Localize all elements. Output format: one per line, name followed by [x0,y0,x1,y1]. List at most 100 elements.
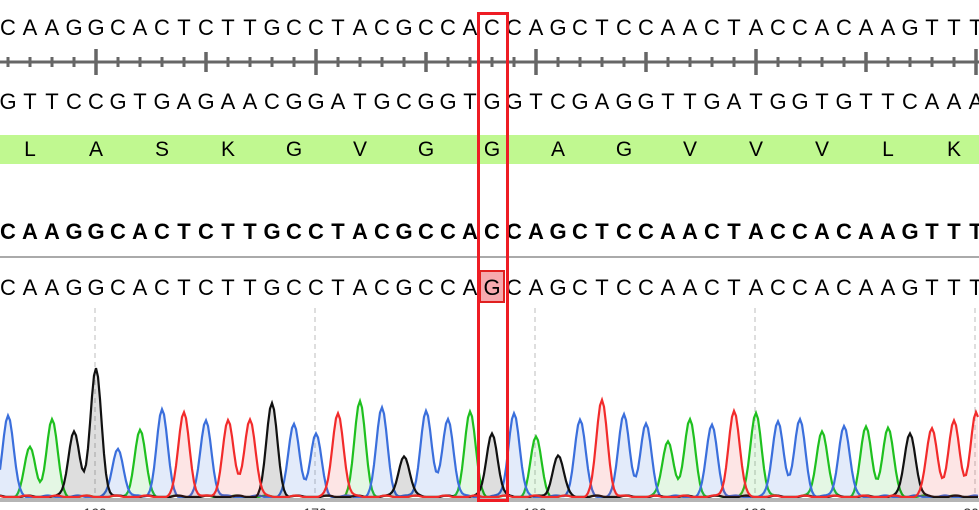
reference-base: T [969,15,979,40]
complement-base: T [859,89,873,114]
consensus-base: G [395,219,413,244]
complement-base: C [88,89,104,114]
reference-base: C [374,15,390,40]
complement-base: G [109,89,127,114]
read-base: T [947,275,961,300]
amino-acid: A [88,138,103,161]
read-base: A [22,275,38,300]
consensus-base: G [65,219,83,244]
complement-base: A [726,89,742,114]
complement-base: A [220,89,236,114]
read-base: A [748,275,764,300]
read-base: C [154,275,170,300]
consensus-base: A [814,219,830,244]
complement-base: C [66,89,82,114]
reference-base: C [770,15,786,40]
complement-base: G [483,89,501,114]
reference-base: G [395,15,413,40]
reference-base: A [814,15,830,40]
read-base: C [506,275,522,300]
amino-acid: A [550,138,565,161]
axis-tick-label: 170 [303,505,327,510]
read-base: T [243,275,257,300]
read-base: C [616,275,632,300]
read-base: C [110,275,126,300]
reference-base: T [331,15,345,40]
consensus-base: C [836,219,852,244]
complement-base: G [637,89,655,114]
reference-base: C [0,15,16,40]
consensus-base: T [727,219,741,244]
read-base: A [660,275,676,300]
amino-acid: K [220,138,235,161]
read-base: A [352,275,368,300]
trace-T [0,396,979,499]
consensus-base: C [792,219,808,244]
consensus-base: T [331,219,345,244]
complement-base: A [924,89,940,114]
read-base: G [901,275,919,300]
read-base: C [198,275,214,300]
reference-base: G [65,15,83,40]
reference-base: A [858,15,874,40]
read-base: A [682,275,698,300]
amino-acid: V [748,138,763,161]
complement-base: A [176,89,192,114]
amino-acid: G [417,138,435,161]
reference-base: C [198,15,214,40]
consensus-base: G [263,219,281,244]
mismatch-highlight[interactable] [479,270,505,303]
consensus-base: C [484,219,500,244]
consensus-base: C [616,219,632,244]
read-base: C [704,275,720,300]
complement-base: G [439,89,457,114]
consensus-base: C [198,219,214,244]
read-base: A [462,275,478,300]
complement-base: C [550,89,566,114]
read-base: G [549,275,567,300]
complement-base: G [571,89,589,114]
amino-acid: V [814,138,829,161]
reference-base: T [595,15,609,40]
trace-fill-T [0,399,979,497]
complement-base: T [45,89,59,114]
reference-base: T [177,15,191,40]
consensus-base: T [177,219,191,244]
reference-base: A [748,15,764,40]
selected-column[interactable] [477,12,509,502]
complement-base: A [946,89,962,114]
complement-base: T [463,89,477,114]
consensus-base: A [682,219,698,244]
consensus-base: T [595,219,609,244]
read-base: T [595,275,609,300]
read-base: C [440,275,456,300]
complement-base: T [661,89,675,114]
complement-base: T [683,89,697,114]
complement-base: C [902,89,918,114]
complement-base: T [529,89,543,114]
complement-base: G [417,89,435,114]
complement-base: G [615,89,633,114]
reference-base: A [528,15,544,40]
complement-base: G [769,89,787,114]
complement-base: G [153,89,171,114]
reference-base: A [132,15,148,40]
consensus-base: C [572,219,588,244]
complement-base: G [505,89,523,114]
complement-base: T [133,89,147,114]
consensus-base: C [440,219,456,244]
read-base: T [221,275,235,300]
consensus-base: C [308,219,324,244]
read-base: C [638,275,654,300]
read-base: G [87,275,105,300]
read-base: C [418,275,434,300]
reference-base: C [484,15,500,40]
complement-base: G [285,89,303,114]
reference-base: G [87,15,105,40]
consensus-base: G [901,219,919,244]
consensus-base: G [87,219,105,244]
axis-tick-label: 200 [963,505,979,510]
read-base: G [395,275,413,300]
